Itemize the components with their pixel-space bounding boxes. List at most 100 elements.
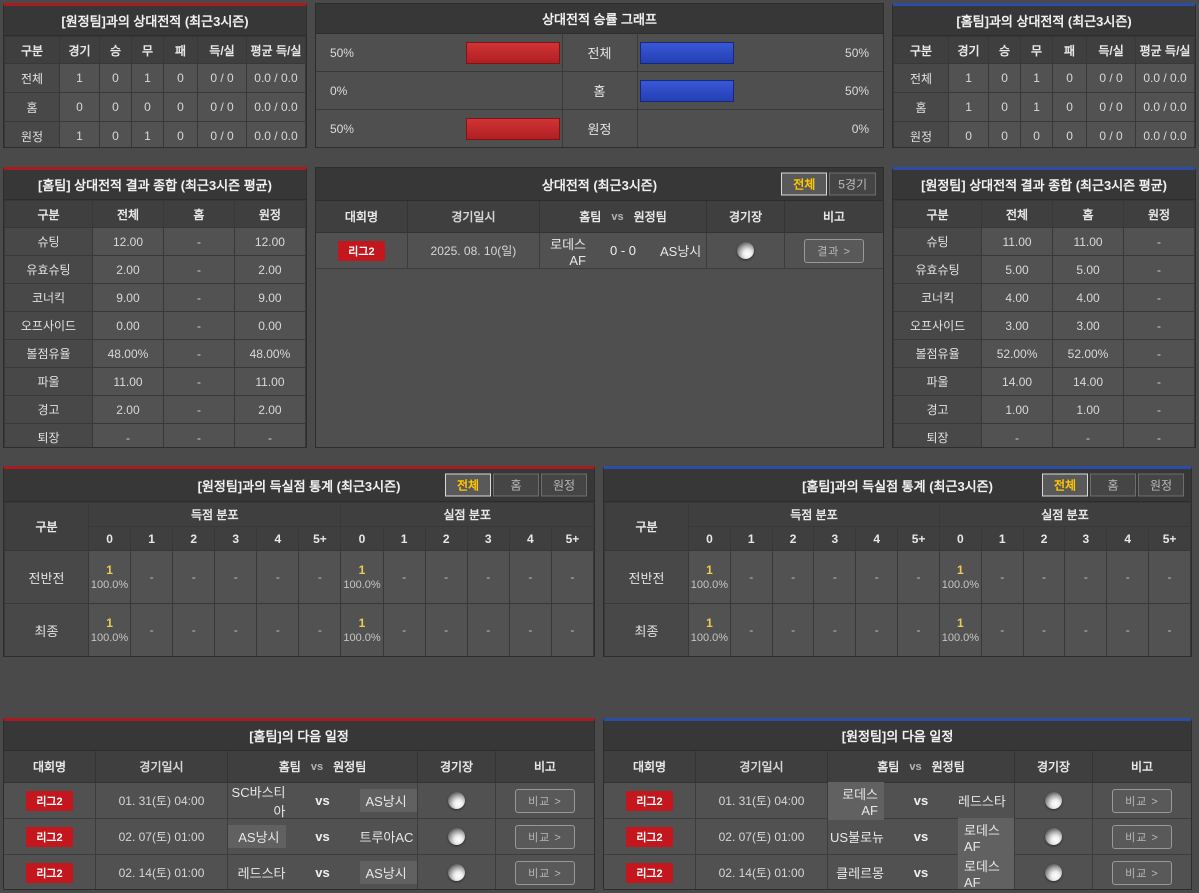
column-header: 경기장 (418, 751, 496, 782)
stadium-ball-icon[interactable] (737, 242, 755, 259)
goal-cell: - (298, 603, 342, 656)
row-label: 코너킥 (4, 283, 93, 312)
table-row: 오프사이드 0.00-0.00 (4, 311, 306, 340)
cell-value: 11.00 (981, 227, 1054, 256)
goal-cell: - (1022, 550, 1066, 604)
row-label: 볼점유율 (893, 339, 983, 368)
cell-value: - (162, 339, 235, 368)
note-cell: 비교 > (1093, 819, 1191, 854)
compare-button[interactable]: 비교 > (515, 788, 575, 813)
bins-header-row: 0 1 2 3 4 5+ 0 1 2 3 4 5+ (5, 526, 594, 551)
cell-value: - (233, 423, 306, 447)
panel-h2h-vs-home: [홈팀]과의 상대전적 (최근3시즌) 구분 경기 승 무 패 득/실 평균 득… (892, 3, 1196, 148)
goal-percent: 100.0% (690, 578, 729, 591)
compare-button[interactable]: 비교 > (1112, 860, 1172, 885)
vs-label: vs (310, 760, 324, 773)
panel-title: [홈팀] 상대전적 결과 종합 (최근3시즌 평균) (4, 170, 306, 200)
vs-label: vs (909, 760, 922, 773)
match-cell: AS낭시 vs 트루아AC (228, 819, 418, 854)
match-cell: US불로뉴 vs 로데스AF (828, 817, 1015, 856)
column-header: 무 (1020, 36, 1054, 64)
panel-goals-vs-away: [원정팀]과의 득실점 통계 (최근3시즌) 전체 홈 원정 구분 득점 분포 … (3, 466, 595, 657)
column-header: 구분 (893, 200, 983, 228)
panel-summary-away: [원정팀] 상대전적 결과 종합 (최근3시즌 평균) 구분 전체 홈 원정 슈… (892, 167, 1196, 448)
bin-header: 3 (466, 526, 510, 551)
group-header-conceded: 실점 분포 (340, 502, 594, 527)
compare-button[interactable]: 비교 > (515, 860, 575, 885)
tab-all[interactable]: 전체 (781, 172, 828, 196)
schedule-header-row: 대회명 경기일시 홈팀 vs 원정팀 경기장 비고 (4, 751, 594, 783)
result-button[interactable]: 결과 > (804, 238, 864, 263)
matches-header-row: 대회명 경기일시 홈팀 vs 원정팀 경기장 비고 (315, 201, 884, 233)
tab-away[interactable]: 원정 (1138, 473, 1184, 497)
compare-button[interactable]: 비교 > (1112, 788, 1172, 813)
bin-header: 4 (256, 526, 300, 551)
goal-cell: - (1148, 550, 1191, 604)
cell-value: 0 (1020, 121, 1054, 147)
table-row: 경고 1.00 1.00- (893, 395, 1195, 424)
goal-cell: - (424, 550, 468, 604)
tab-all[interactable]: 전체 (1042, 473, 1088, 497)
summary-home-table: 구분 전체 홈 원정 슈팅 12.00-12.00 유효슈팅 2.00-2.00 코너킥… (4, 200, 306, 447)
stadium-ball-icon[interactable] (448, 828, 465, 845)
tab-home[interactable]: 홈 (1090, 473, 1136, 497)
cell-value: 12.00 (233, 227, 306, 256)
tab-five-games[interactable]: 5경기 (829, 172, 877, 196)
cell-value: 0.0 / 0.0 (1135, 121, 1195, 147)
goal-cell: 1 100.0% (688, 550, 731, 604)
stadium-ball-icon[interactable] (448, 792, 465, 809)
group-header-conceded: 실점 분포 (938, 502, 1191, 527)
cell-value: 2.00 (233, 255, 306, 284)
goal-cell: - (771, 550, 815, 604)
tab-all[interactable]: 전체 (445, 473, 491, 497)
note-cell: 비교 > (496, 855, 594, 889)
winrate-row: 50% 전체 50% (315, 34, 884, 72)
compare-button[interactable]: 비교 > (515, 824, 575, 849)
match-cell: 레드스타 vs AS낭시 (228, 855, 418, 889)
winrate-row-label: 홈 (561, 72, 638, 109)
cell-value: 1 (948, 92, 990, 122)
bin-header: 5+ (1148, 526, 1191, 551)
goal-cell: - (855, 550, 899, 604)
away-team: AS낭시 (359, 861, 417, 884)
winrate-row: 0% 홈 50% (315, 72, 884, 110)
league-badge: 리그2 (26, 862, 73, 883)
vs-label: vs (913, 829, 929, 844)
stadium-ball-icon[interactable] (1045, 828, 1062, 845)
row-label: 코너킥 (893, 283, 983, 312)
tab-away[interactable]: 원정 (541, 473, 587, 497)
matches-tab-group: 전체 5경기 (781, 172, 877, 196)
column-header: 경기일시 (696, 751, 828, 782)
league-badge: 리그2 (626, 790, 673, 811)
away-winrate-zone: 0% (638, 110, 884, 147)
schedule-row: 리그2 02. 14(토) 01:00 레드스타 vs AS낭시 비교 > (4, 855, 594, 889)
schedule-row: 리그2 02. 07(토) 01:00 US불로뉴 vs 로데스AF 비교 > (604, 817, 1191, 856)
column-header: 득/실 (197, 36, 247, 64)
match-date: 2025. 08. 10(일) (408, 233, 540, 268)
goal-percent: 100.0% (941, 578, 980, 591)
stadium-ball-icon[interactable] (448, 864, 465, 881)
cell-value: 1.00 (981, 395, 1054, 424)
league-badge: 리그2 (26, 826, 73, 847)
bin-header: 4 (508, 526, 552, 551)
row-label: 슈팅 (4, 227, 93, 256)
cell-value: 0 / 0 (197, 63, 247, 93)
tab-home[interactable]: 홈 (493, 473, 539, 497)
column-header: 구분 (4, 502, 89, 551)
cell-value: 1 (131, 121, 164, 147)
table-row: 코너킥 4.00 4.00- (893, 283, 1195, 312)
goal-percent: 100.0% (90, 578, 129, 591)
table-row: 코너킥 9.00-9.00 (4, 283, 306, 312)
column-header: 홈팀 vs 원정팀 (228, 751, 418, 782)
cell-value: 0 / 0 (1086, 92, 1137, 122)
stadium-ball-icon[interactable] (1045, 864, 1062, 881)
bin-header: 2 (771, 526, 815, 551)
goal-count: 1 (957, 562, 964, 577)
cell-value: 1 (948, 63, 990, 93)
compare-button[interactable]: 비교 > (1112, 824, 1172, 849)
away-team: 트루아AC (359, 830, 414, 845)
stadium-ball-icon[interactable] (1045, 792, 1062, 809)
red-bar (465, 41, 560, 64)
cell-value: 0 (988, 121, 1022, 147)
away-team: AS낭시 (660, 244, 702, 259)
